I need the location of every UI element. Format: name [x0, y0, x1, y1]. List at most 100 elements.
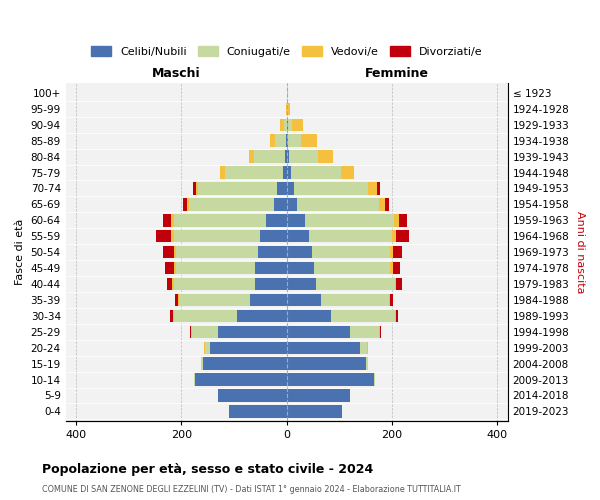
Bar	[316, 278, 395, 290]
Bar	[331, 310, 395, 322]
Bar	[211, 342, 287, 354]
Bar	[312, 246, 390, 258]
Bar	[379, 198, 385, 210]
Bar	[392, 230, 396, 242]
Bar	[202, 358, 203, 370]
Bar	[287, 310, 331, 322]
Bar	[173, 214, 266, 226]
Bar	[395, 278, 396, 290]
Bar	[254, 150, 284, 163]
Bar	[173, 246, 176, 258]
Bar	[237, 310, 287, 322]
Bar	[288, 118, 292, 131]
Bar	[284, 150, 287, 163]
Bar	[341, 166, 354, 178]
Bar	[368, 182, 377, 194]
Bar	[163, 214, 171, 226]
Bar	[173, 230, 260, 242]
Bar	[277, 182, 287, 194]
Bar	[260, 230, 287, 242]
Bar	[283, 166, 287, 178]
Bar	[194, 374, 287, 386]
Bar	[287, 166, 291, 178]
Bar	[224, 166, 283, 178]
Bar	[275, 134, 286, 147]
Bar	[389, 294, 391, 306]
Bar	[287, 214, 305, 226]
Bar	[287, 374, 374, 386]
Bar	[287, 405, 342, 417]
Bar	[258, 246, 287, 258]
Bar	[199, 182, 277, 194]
Bar	[190, 326, 191, 338]
Bar	[172, 278, 173, 290]
Bar	[270, 134, 275, 147]
Bar	[288, 102, 290, 115]
Legend: Celibi/Nubili, Coniugati/e, Vedovi/e, Divorziati/e: Celibi/Nubili, Coniugati/e, Vedovi/e, Di…	[87, 42, 487, 62]
Bar	[287, 182, 294, 194]
Bar	[396, 230, 409, 242]
Bar	[287, 358, 366, 370]
Bar	[280, 118, 284, 131]
Bar	[289, 150, 318, 163]
Bar	[367, 342, 368, 354]
Text: COMUNE DI SAN ZENONE DEGLI EZZELINI (TV) - Dati ISTAT 1° gennaio 2024 - Elaboraz: COMUNE DI SAN ZENONE DEGLI EZZELINI (TV)…	[42, 486, 461, 494]
Bar	[203, 358, 287, 370]
Bar	[163, 246, 173, 258]
Bar	[287, 102, 288, 115]
Bar	[318, 150, 332, 163]
Bar	[380, 326, 381, 338]
Bar	[187, 198, 190, 210]
Bar	[287, 390, 350, 402]
Bar	[173, 278, 255, 290]
Bar	[191, 326, 192, 338]
Bar	[176, 246, 258, 258]
Bar	[171, 230, 173, 242]
Bar	[156, 230, 171, 242]
Bar	[301, 134, 317, 147]
Bar	[294, 182, 368, 194]
Bar	[287, 150, 289, 163]
Bar	[182, 198, 187, 210]
Bar	[284, 118, 287, 131]
Bar	[178, 294, 179, 306]
Bar	[287, 278, 316, 290]
Bar	[309, 230, 392, 242]
Bar	[396, 278, 401, 290]
Bar	[229, 405, 287, 417]
Bar	[174, 262, 176, 274]
Bar	[171, 214, 173, 226]
Bar	[297, 198, 379, 210]
Bar	[392, 246, 402, 258]
Bar	[288, 134, 301, 147]
Bar	[287, 118, 288, 131]
Bar	[287, 294, 321, 306]
Bar	[396, 310, 398, 322]
Bar	[274, 198, 287, 210]
Bar	[287, 246, 312, 258]
Y-axis label: Fasce di età: Fasce di età	[15, 219, 25, 286]
Bar	[305, 214, 394, 226]
Bar	[205, 342, 211, 354]
Bar	[391, 294, 393, 306]
Bar	[167, 278, 172, 290]
Bar	[196, 182, 199, 194]
Bar	[395, 310, 396, 322]
Bar	[287, 230, 309, 242]
Bar	[175, 294, 178, 306]
Bar	[390, 246, 392, 258]
Bar	[193, 182, 196, 194]
Bar	[287, 326, 350, 338]
Bar	[350, 326, 379, 338]
Bar	[287, 134, 288, 147]
Bar	[385, 198, 389, 210]
Bar	[394, 214, 399, 226]
Bar	[176, 262, 255, 274]
Bar	[218, 326, 287, 338]
Bar	[291, 166, 341, 178]
Bar	[255, 262, 287, 274]
Bar	[321, 294, 389, 306]
Bar	[179, 294, 250, 306]
Bar	[170, 310, 173, 322]
Y-axis label: Anni di nascita: Anni di nascita	[575, 211, 585, 294]
